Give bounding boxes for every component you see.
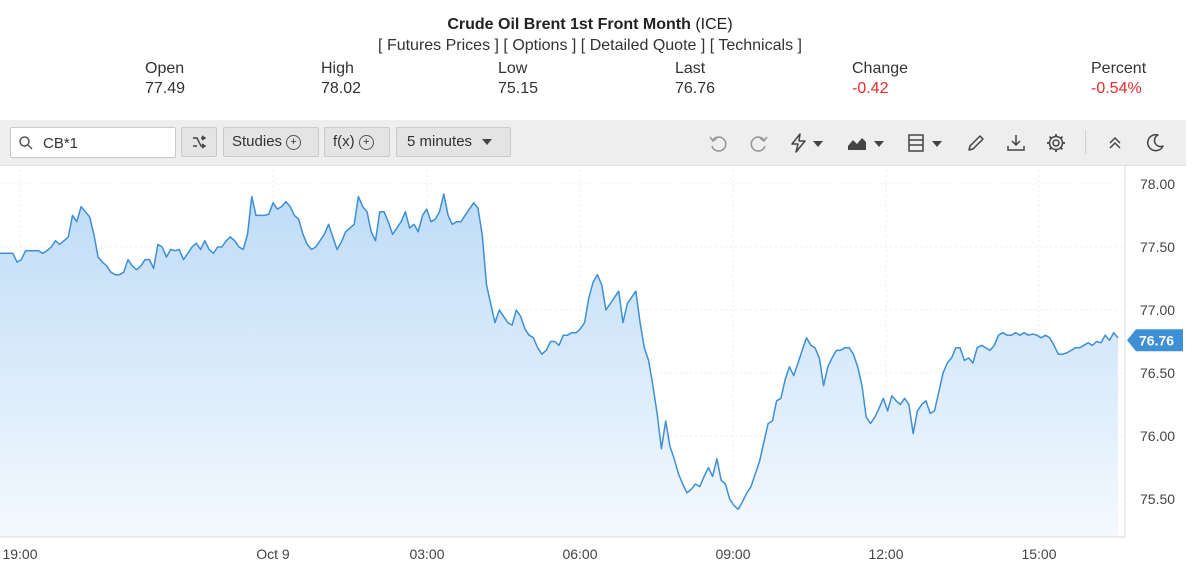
undo-icon[interactable] [707, 132, 729, 154]
stat-last-value: 76.76 [675, 80, 716, 97]
last-price-tag-label: 76.76 [1139, 332, 1174, 348]
chart-toolbar: Studies+ f(x)+ 5 minutes [0, 120, 1186, 166]
moon-icon[interactable] [1144, 132, 1166, 154]
price-area-fill [0, 194, 1118, 537]
link-futures-prices[interactable]: Futures Prices [386, 37, 491, 54]
stat-open: Open 77.49 [145, 59, 185, 99]
last-price-tag-bg [1127, 329, 1183, 352]
price-chart[interactable]: 78.00 77.50 77.00 76.50 76.00 75.50 19:00 Oct … [0, 165, 1200, 564]
x-tick-label: 03:00 [409, 546, 444, 562]
x-axis: 19:00 Oct 9 03:00 06:00 09:00 12:00 15:00 [2, 546, 1056, 562]
x-tick-label: 15:00 [1021, 546, 1056, 562]
toolbar-divider [1085, 130, 1086, 154]
stat-open-label: Open [145, 60, 185, 77]
quote-header: Crude Oil Brent 1st Front Month (ICE) [ … [0, 0, 1200, 120]
search-icon [19, 136, 33, 150]
price-line [0, 193, 1119, 511]
compare-button[interactable] [181, 127, 217, 157]
plus-circle-icon: + [286, 134, 302, 150]
stat-percent-label: Percent [1091, 60, 1147, 77]
link-technicals[interactable]: Technicals [718, 37, 794, 54]
redo-icon[interactable] [748, 132, 770, 154]
plus-circle-icon: + [358, 134, 374, 150]
stat-last-label: Last [675, 60, 706, 77]
interval-select[interactable]: 5 minutes [396, 127, 511, 157]
stat-percent-value: -0.54% [1091, 80, 1142, 97]
stat-low: Low 75.15 [498, 59, 538, 99]
y-tick-label: 75.50 [1140, 491, 1175, 507]
y-tick-label: 76.00 [1140, 428, 1175, 444]
layout-icon[interactable] [906, 132, 948, 154]
functions-button[interactable]: f(x) + [324, 127, 390, 157]
y-tick-label: 77.50 [1140, 239, 1175, 255]
symbol-input[interactable] [41, 132, 173, 154]
stat-change-label: Change [852, 60, 909, 77]
x-tick-label: 06:00 [562, 546, 597, 562]
stat-low-value: 75.15 [498, 80, 539, 97]
link-options[interactable]: Options [512, 37, 568, 54]
exchange-label: (ICE) [695, 16, 733, 33]
download-icon[interactable] [1005, 132, 1027, 154]
quote-links: [ Futures Prices ] [ Options ] [ Detaile… [378, 37, 802, 54]
stat-low-label: Low [498, 60, 528, 77]
x-tick-label: 12:00 [868, 546, 903, 562]
symbol-search[interactable] [10, 127, 176, 158]
shuffle-icon [193, 135, 207, 149]
stat-open-value: 77.49 [145, 80, 186, 97]
x-tick-label: Oct 9 [256, 546, 290, 562]
stat-percent: Percent -0.54% [1091, 59, 1146, 99]
collapse-icon[interactable] [1104, 132, 1126, 154]
chevron-down-icon [482, 139, 493, 146]
pencil-icon[interactable] [965, 132, 987, 154]
stat-high-value: 78.02 [321, 80, 362, 97]
y-tick-label: 76.50 [1140, 365, 1175, 381]
x-tick-label: 19:00 [2, 546, 37, 562]
y-axis: 78.00 77.50 77.00 76.50 76.00 75.50 [1140, 176, 1175, 507]
stat-high-label: High [321, 60, 354, 77]
last-price-tag: 76.76 [1127, 329, 1183, 352]
y-tick-label: 78.00 [1140, 176, 1175, 192]
stat-high: High 78.02 [321, 59, 361, 99]
studies-button[interactable]: Studies + [223, 127, 319, 157]
stat-change: Change -0.42 [852, 59, 908, 99]
instrument-name: Crude Oil Brent 1st Front Month [447, 16, 691, 33]
stat-change-value: -0.42 [852, 80, 889, 97]
lightning-icon[interactable] [788, 132, 828, 154]
studies-label: Studies [232, 133, 283, 150]
area-chart-icon[interactable] [846, 132, 888, 154]
page-title: Crude Oil Brent 1st Front Month (ICE) [0, 16, 1180, 34]
link-detailed-quote[interactable]: Detailed Quote [589, 37, 697, 54]
y-tick-label: 77.00 [1140, 302, 1175, 318]
interval-label: 5 minutes [407, 133, 473, 150]
functions-label: f(x) [333, 133, 355, 150]
x-tick-label: 09:00 [715, 546, 750, 562]
stat-last: Last 76.76 [675, 59, 715, 99]
gear-icon[interactable] [1045, 132, 1067, 154]
